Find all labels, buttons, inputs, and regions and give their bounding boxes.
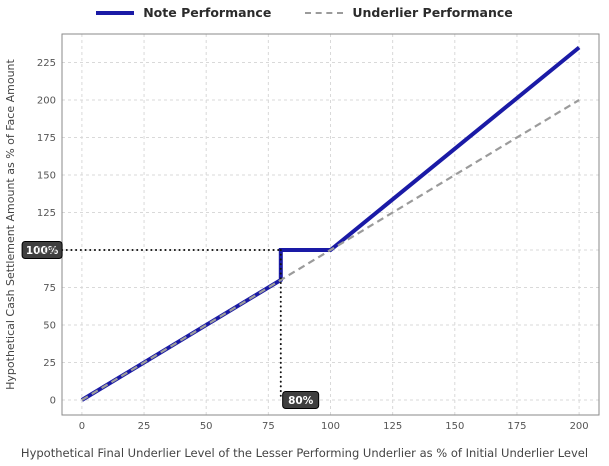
svg-text:200: 200 (37, 96, 56, 107)
underlier-performance-line-swatch (305, 11, 344, 14)
annotation-label-80%: 80% (282, 391, 320, 409)
legend-item-note-performance: Note Performance (96, 5, 271, 20)
svg-text:200: 200 (570, 421, 589, 432)
svg-text:100%: 100% (26, 245, 59, 257)
svg-text:125: 125 (37, 208, 56, 219)
svg-text:0: 0 (79, 421, 85, 432)
legend-item-underlier-performance: Underlier Performance (305, 5, 513, 20)
legend-label-note-performance: Note Performance (143, 5, 272, 20)
svg-text:150: 150 (445, 421, 464, 432)
y-tick-labels: 0 25 50 75 100 125 150 175 200 225 (37, 58, 56, 407)
svg-text:50: 50 (43, 321, 56, 332)
gridlines (62, 34, 599, 415)
svg-text:150: 150 (37, 171, 56, 182)
y-axis-label: Hypothetical Cash Settlement Amount as %… (4, 58, 17, 389)
svg-text:175: 175 (37, 133, 56, 144)
note-performance-line-swatch (96, 10, 135, 15)
svg-text:125: 125 (383, 421, 402, 432)
legend: Note Performance Underlier Performance (0, 5, 609, 20)
x-tick-labels: 0 25 50 75 100 125 150 175 200 (79, 421, 589, 432)
svg-text:0: 0 (50, 396, 56, 407)
svg-text:100: 100 (37, 246, 56, 257)
legend-label-underlier-performance: Underlier Performance (352, 5, 513, 20)
x-axis-label: Hypothetical Final Underlier Level of th… (21, 446, 588, 460)
plot-border (61, 33, 600, 416)
svg-text:80%: 80% (288, 395, 314, 407)
svg-text:175: 175 (507, 421, 526, 432)
svg-text:100: 100 (321, 421, 340, 432)
svg-text:50: 50 (200, 421, 213, 432)
svg-text:75: 75 (262, 421, 275, 432)
svg-text:225: 225 (37, 58, 56, 69)
svg-text:25: 25 (138, 421, 151, 432)
svg-text:25: 25 (43, 358, 56, 369)
svg-text:75: 75 (43, 283, 56, 294)
annotation-label-100%: 100% (21, 241, 63, 259)
series-line-underlier-performance (81, 99, 580, 401)
